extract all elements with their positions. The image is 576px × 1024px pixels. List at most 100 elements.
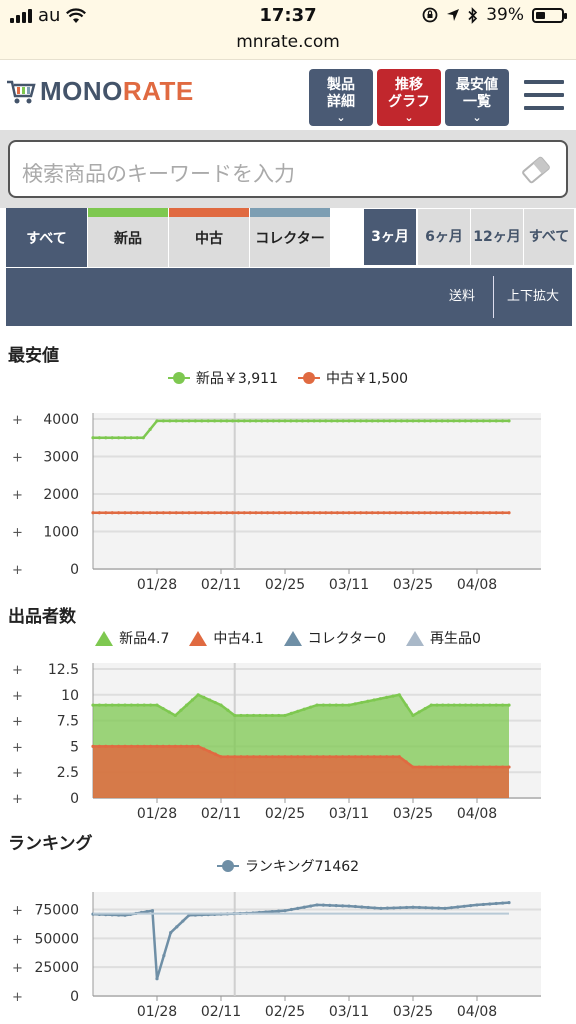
data-point [318, 419, 322, 423]
data-point [411, 713, 415, 718]
data-point [437, 906, 441, 910]
data-point [213, 511, 217, 515]
data-point [173, 713, 177, 718]
data-point [136, 744, 140, 748]
data-point [162, 954, 166, 958]
tab-color-bar [250, 208, 330, 217]
zoom-toggle[interactable]: 上下拡大 [506, 289, 559, 304]
data-point [475, 903, 479, 907]
data-point [449, 906, 453, 910]
data-point [148, 511, 152, 515]
data-point [315, 703, 319, 707]
data-point [446, 765, 451, 769]
tab-color-bar [169, 208, 249, 217]
data-point [366, 905, 370, 910]
y-tick-label: 0 [70, 791, 79, 807]
data-point [264, 755, 268, 759]
plus-marker: + [12, 451, 23, 466]
x-tick-label: 03/11 [329, 806, 369, 822]
price-chart[interactable]: 4000 +3000 +2000 +1000 +0 +01/28 02/11 02/25 03/… [0, 395, 576, 597]
legend-item[interactable]: 新品￥3,911 [167, 368, 278, 388]
legend-label: 中古4.1 [213, 631, 264, 647]
legend-item[interactable]: 中古￥1,500 [298, 368, 408, 388]
search-input[interactable]: 検索商品のキーワードを入力 [8, 140, 568, 198]
data-point [277, 419, 281, 423]
eraser-icon[interactable] [518, 152, 554, 188]
nav-label: 詳細 [327, 94, 355, 110]
data-point [173, 744, 177, 748]
tab-collector[interactable]: コレクター [250, 208, 330, 267]
nav-product-detail-button[interactable]: 製品 詳細 ⌄ [309, 69, 373, 126]
data-point [347, 419, 351, 423]
data-point [302, 707, 306, 711]
range-12m[interactable]: 12ヶ月 [471, 209, 523, 265]
range-all[interactable]: すべて [524, 209, 574, 265]
tab-all[interactable]: すべて [6, 208, 87, 267]
data-point [457, 419, 462, 423]
data-point [181, 511, 185, 515]
data-point [353, 419, 357, 423]
data-point [507, 511, 511, 515]
data-point [258, 755, 262, 759]
tab-used[interactable]: 中古 [169, 208, 249, 267]
data-point [202, 695, 206, 699]
data-point [161, 706, 165, 711]
data-point [117, 436, 121, 440]
nav-label: 製品 [327, 77, 355, 93]
menu-icon[interactable] [524, 80, 564, 112]
data-point [233, 755, 237, 759]
data-point [329, 419, 334, 423]
data-point [129, 703, 133, 707]
url-bar[interactable]: mnrate.com [0, 30, 576, 60]
data-point [481, 511, 485, 515]
legend-item[interactable]: ランキング71462 [216, 856, 359, 876]
ranking-chart[interactable]: 75000 +50000 +25000 +0 +01/28 02/11 02/25 03/11… [0, 882, 576, 1024]
range-label: 12ヶ月 [473, 229, 521, 245]
plus-marker: + [12, 563, 23, 578]
legend-item[interactable]: 新品4.7 [95, 628, 169, 648]
logo[interactable]: MONORATE [6, 76, 194, 107]
data-point [347, 904, 351, 908]
tab-new[interactable]: 新品 [88, 208, 168, 267]
x-tick-label: 02/11 [201, 1004, 241, 1020]
data-point [213, 700, 217, 705]
nav-trend-graph-button[interactable]: 推移 グラフ ⌄ [377, 69, 441, 126]
data-point [277, 511, 281, 515]
cart-icon [7, 80, 36, 103]
data-point [324, 511, 328, 515]
shipping-toggle[interactable]: 送料 [448, 289, 475, 304]
legend-item[interactable]: 再生品0 [405, 628, 481, 648]
range-3m[interactable]: 3ヶ月 [364, 209, 416, 265]
x-tick-label: 02/11 [201, 577, 241, 593]
sellers-chart[interactable]: 12.5 +10 +7.5 +5 +2.5 +0 +01/28 02/11 02/25 03/11… [0, 655, 576, 825]
data-point [142, 744, 146, 748]
range-6m[interactable]: 6ヶ月 [418, 209, 470, 265]
data-point [507, 419, 511, 423]
data-point [277, 755, 281, 759]
data-point [385, 755, 389, 759]
data-point [458, 703, 462, 707]
data-point [501, 901, 505, 905]
data-point [97, 511, 101, 515]
data-point [417, 710, 421, 714]
data-point [296, 709, 300, 713]
data-point [457, 511, 462, 515]
data-point [129, 511, 133, 515]
data-point [289, 511, 293, 515]
data-point [161, 511, 165, 515]
data-point [347, 511, 351, 515]
section-title-ranking: ランキング [8, 834, 93, 854]
nav-label: グラフ [388, 94, 430, 110]
legend-item[interactable]: コレクター0 [283, 628, 386, 648]
data-point [501, 511, 505, 515]
data-point [155, 703, 159, 707]
legend-item[interactable]: 中古4.1 [189, 628, 264, 648]
nav-lowest-price-list-button[interactable]: 最安値 一覧 ⌄ [445, 69, 509, 126]
section-title-price: 最安値 [8, 346, 59, 366]
series-line [92, 901, 510, 980]
data-point [353, 755, 357, 759]
data-point [110, 744, 114, 748]
data-point [441, 703, 445, 707]
data-point [283, 511, 287, 515]
x-tick-label: 02/25 [265, 806, 305, 822]
